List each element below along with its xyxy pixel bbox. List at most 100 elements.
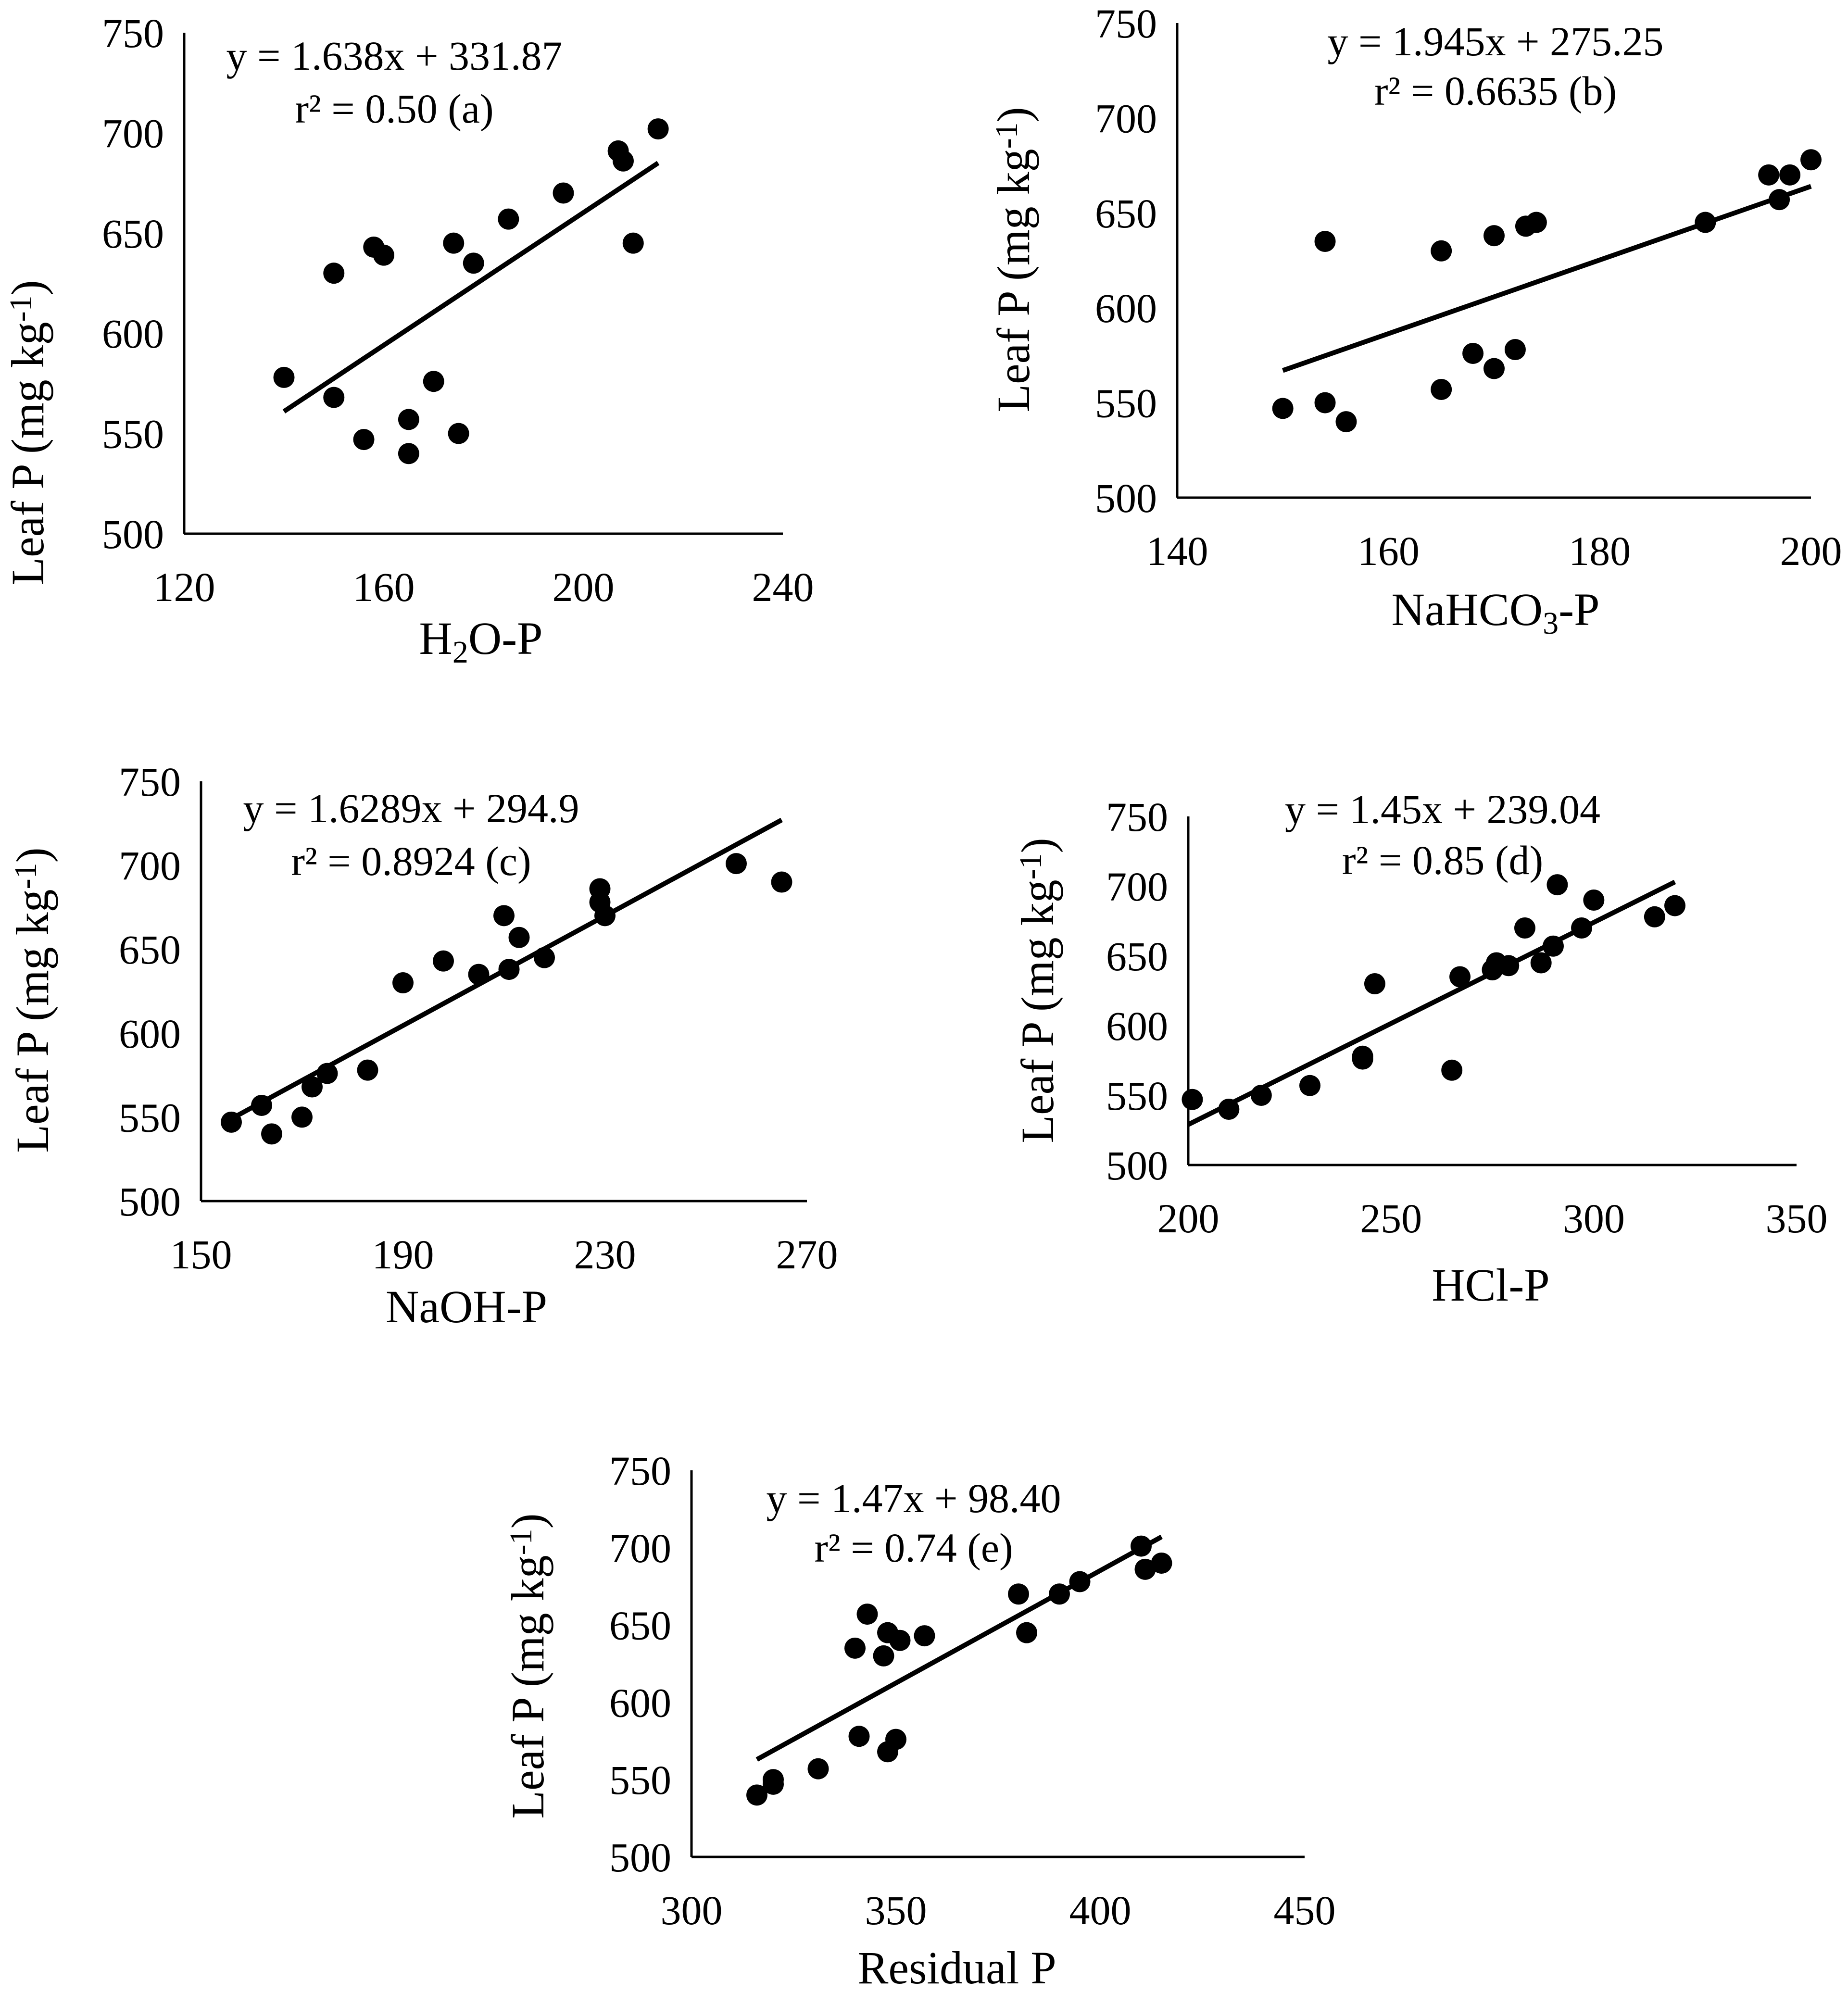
y-axis-title-part: ) — [502, 1513, 553, 1529]
x-tick-label: 160 — [1358, 528, 1420, 574]
x-tick-label: 270 — [776, 1231, 838, 1278]
data-point — [443, 232, 465, 254]
y-tick-label: 650 — [1106, 933, 1168, 979]
data-point — [1008, 1583, 1029, 1605]
y-tick-label: 500 — [609, 1834, 671, 1880]
r-squared-label: r² = 0.50 (a) — [295, 86, 493, 132]
x-axis-title: Residual P — [857, 1942, 1056, 1993]
data-point — [1364, 973, 1385, 994]
data-point — [885, 1729, 906, 1750]
y-axis-title-part: ) — [2, 280, 53, 295]
data-point — [771, 871, 792, 893]
data-point — [622, 232, 644, 254]
y-tick-label: 700 — [1106, 864, 1168, 910]
y-axis-title: Leaf P (mg kg-1) — [988, 107, 1039, 412]
y-axis-title-part: ) — [1012, 838, 1063, 853]
data-point — [1644, 906, 1665, 927]
data-point — [1462, 342, 1484, 364]
y-tick-label: 650 — [609, 1603, 671, 1649]
x-tick-label: 240 — [752, 564, 814, 610]
x-axis-title: H2O-P — [419, 613, 542, 670]
y-axis-title-part: -1 — [503, 1529, 539, 1555]
data-point — [1314, 392, 1336, 414]
data-point — [1272, 398, 1294, 419]
data-point — [1530, 952, 1552, 974]
y-tick-label: 750 — [1095, 0, 1157, 47]
r-squared-label: r² = 0.85 (d) — [1342, 837, 1543, 883]
data-point — [1758, 164, 1780, 186]
y-tick-label: 550 — [1095, 380, 1157, 426]
y-axis-title-part: -1 — [8, 863, 43, 889]
y-tick-label: 650 — [119, 927, 181, 973]
y-tick-label: 600 — [1095, 285, 1157, 331]
r-squared-label: r² = 0.6635 (b) — [1374, 68, 1617, 114]
data-point — [746, 1784, 767, 1806]
data-point — [261, 1123, 282, 1145]
y-axis-title-part: Leaf P (mg kg — [988, 149, 1039, 412]
x-tick-label: 140 — [1146, 528, 1208, 574]
x-axis-title: NaHCO3-P — [1392, 584, 1600, 641]
x-tick-label: 200 — [553, 564, 615, 610]
y-tick-label: 700 — [609, 1525, 671, 1571]
data-point — [433, 950, 454, 972]
x-axis-title-part: 3 — [1543, 606, 1559, 641]
x-tick-label: 250 — [1360, 1195, 1422, 1241]
x-axis-title-part: -P — [1559, 584, 1599, 635]
y-axis-title-part: Leaf P (mg kg — [1012, 879, 1063, 1143]
data-point — [1483, 358, 1505, 379]
x-tick-label: 400 — [1069, 1887, 1131, 1933]
y-tick-label: 550 — [102, 411, 164, 457]
data-point — [889, 1629, 911, 1651]
data-point — [498, 208, 519, 230]
data-point — [1583, 890, 1605, 911]
data-point — [726, 853, 747, 875]
data-point — [553, 182, 574, 204]
data-point — [1151, 1552, 1172, 1574]
x-axis-title: NaOH-P — [386, 1281, 547, 1332]
y-tick-label: 750 — [1106, 794, 1168, 840]
x-tick-label: 350 — [865, 1887, 927, 1933]
regression-equation: y = 1.47x + 98.40 — [766, 1475, 1061, 1521]
data-point — [1664, 895, 1685, 916]
y-tick-label: 700 — [102, 110, 164, 156]
data-point — [1514, 917, 1535, 939]
regression-equation: y = 1.945x + 275.25 — [1327, 18, 1663, 64]
y-tick-label: 500 — [1106, 1142, 1168, 1189]
x-axis-title: HCl-P — [1432, 1259, 1549, 1311]
regression-equation: y = 1.45x + 239.04 — [1285, 786, 1600, 832]
data-point — [398, 409, 419, 430]
y-tick-label: 550 — [1106, 1073, 1168, 1119]
y-tick-label: 700 — [1095, 95, 1157, 141]
x-axis-title-part: HCl-P — [1432, 1259, 1549, 1311]
x-axis-title-part: 2 — [453, 635, 468, 670]
trend-line — [282, 161, 660, 414]
data-point — [508, 927, 530, 948]
x-tick-label: 120 — [153, 564, 215, 610]
y-axis-title-part: -1 — [3, 295, 38, 322]
x-tick-label: 300 — [1563, 1195, 1625, 1241]
x-axis-title-part: O-P — [468, 613, 543, 664]
panel-b: 500 550 600 650 700 750 140 160 180 200 NaHCO3-P Le… — [988, 0, 1842, 641]
data-point — [463, 252, 484, 274]
x-tick-label: 160 — [353, 564, 415, 610]
y-axis-title: Leaf P (mg kg-1) — [7, 847, 58, 1153]
data-point — [493, 905, 515, 927]
panel-a: 500 550 600 650 700 750 120 160 200 240 H2O-P Leaf … — [2, 10, 814, 670]
y-tick-label: 550 — [609, 1757, 671, 1803]
data-point — [1800, 149, 1822, 171]
x-axis-title-part: H — [419, 613, 452, 664]
trend-line — [1282, 184, 1812, 373]
data-point — [353, 429, 375, 451]
x-tick-label: 300 — [661, 1887, 723, 1933]
x-tick-label: 190 — [372, 1231, 434, 1278]
x-tick-label: 230 — [574, 1231, 636, 1278]
data-point — [1431, 378, 1452, 400]
data-point — [873, 1645, 894, 1667]
data-point — [1182, 1089, 1203, 1110]
y-axis-title-part: ) — [7, 847, 58, 863]
data-point — [323, 263, 345, 284]
y-tick-label: 600 — [102, 311, 164, 357]
data-point — [1525, 212, 1547, 233]
data-point — [807, 1758, 829, 1779]
